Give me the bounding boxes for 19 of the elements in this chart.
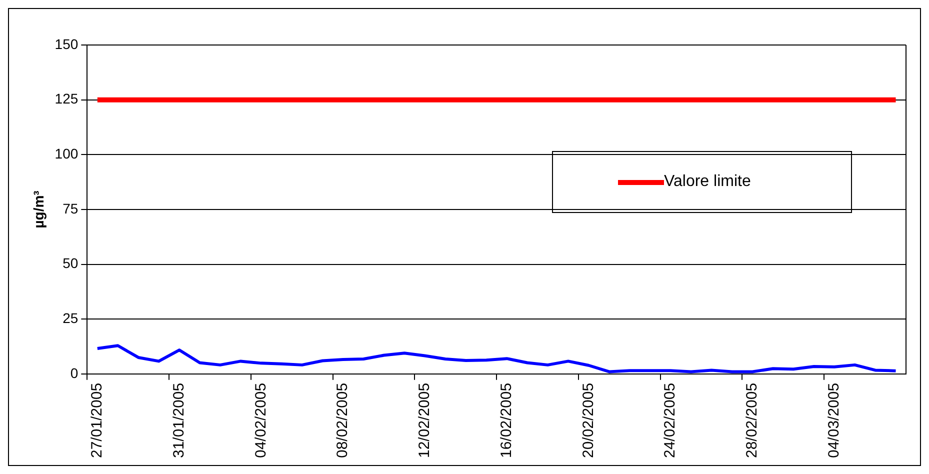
x-tick-label: 12/02/2005 bbox=[416, 382, 434, 458]
x-tick-label: 24/02/2005 bbox=[662, 382, 679, 458]
y-tick-label: 125 bbox=[54, 90, 78, 107]
y-tick-label: 100 bbox=[54, 146, 78, 162]
y-tick-label: 25 bbox=[62, 310, 78, 326]
y-axis-title: µg/m³ bbox=[30, 190, 46, 228]
x-tick-label: 31/01/2005 bbox=[170, 382, 188, 458]
y-tick-label: 0 bbox=[70, 364, 78, 381]
x-tick-label: 20/02/2005 bbox=[580, 382, 597, 458]
legend-label: Valore limite bbox=[664, 173, 751, 192]
x-tick-label: 08/02/2005 bbox=[334, 382, 352, 458]
x-tick-label: 16/02/2005 bbox=[498, 382, 515, 458]
y-tick-label: 75 bbox=[62, 200, 78, 216]
x-tick-label: 04/03/2005 bbox=[825, 382, 842, 458]
y-tick-label: 50 bbox=[62, 255, 78, 272]
x-tick-label: 28/02/2005 bbox=[744, 382, 761, 458]
x-tick-label: 27/01/2005 bbox=[88, 382, 106, 458]
x-tick-label: 04/02/2005 bbox=[252, 382, 270, 458]
y-tick-label: 150 bbox=[54, 36, 78, 52]
